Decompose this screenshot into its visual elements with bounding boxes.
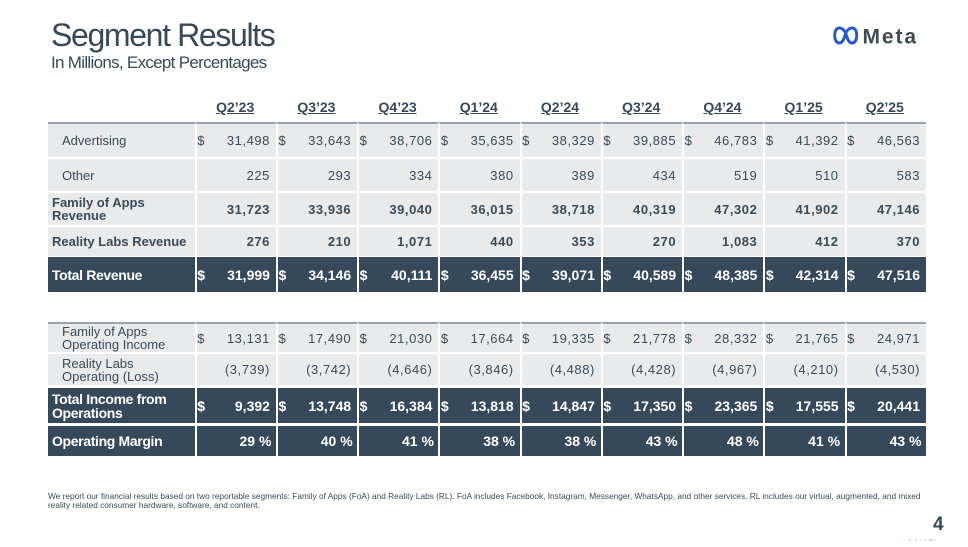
svg-text:Meta: Meta: [863, 26, 918, 48]
